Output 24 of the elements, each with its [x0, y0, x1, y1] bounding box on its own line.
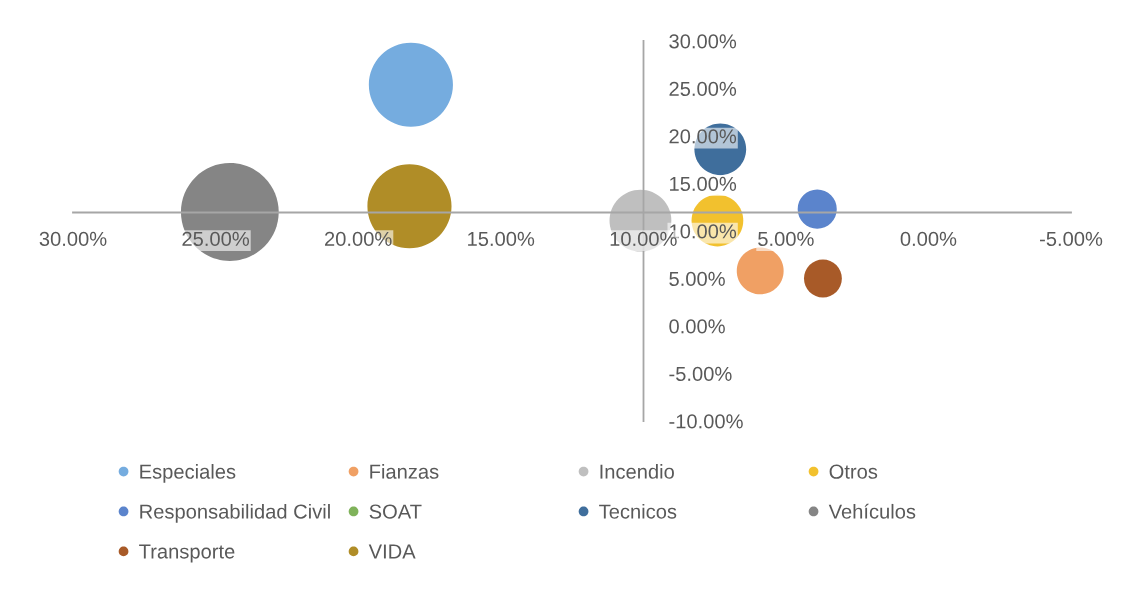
x-tick-label: 30.00%: [39, 231, 107, 247]
legend-label: Otros: [829, 464, 878, 479]
x-tick-label: -5.00%: [1039, 231, 1103, 247]
y-tick-label: 0.00%: [669, 319, 725, 334]
y-tick-label: 30.00%: [669, 34, 737, 49]
y-tick-label: 15.00%: [670, 176, 737, 191]
legend-label: Tecnicos: [599, 503, 677, 519]
legend-label: Vehículos: [828, 503, 916, 519]
legend-label: Incendio: [600, 464, 674, 479]
x-tick-label: 0.00%: [900, 231, 957, 247]
legend-label: Transporte: [139, 544, 235, 563]
legend-label: Especiales: [140, 464, 236, 483]
legend-label: SOAT: [369, 504, 422, 519]
y-tick-label: -5.00%: [669, 366, 732, 381]
y-tick-label: 25.00%: [669, 81, 737, 96]
x-tick-label: 15.00%: [468, 231, 535, 247]
legend-label: Fianzas: [370, 464, 439, 479]
legend-label: VIDA: [368, 544, 416, 559]
y-tick-label: -10.00%: [669, 414, 743, 429]
x-tick-label: 5.00%: [758, 231, 814, 247]
x-tick-label: 25.00%: [182, 231, 250, 247]
y-tick-label: 5.00%: [669, 271, 725, 286]
legend-label: Responsabilidad Civil: [140, 503, 330, 523]
x-tick-label: 20.00%: [325, 231, 392, 247]
